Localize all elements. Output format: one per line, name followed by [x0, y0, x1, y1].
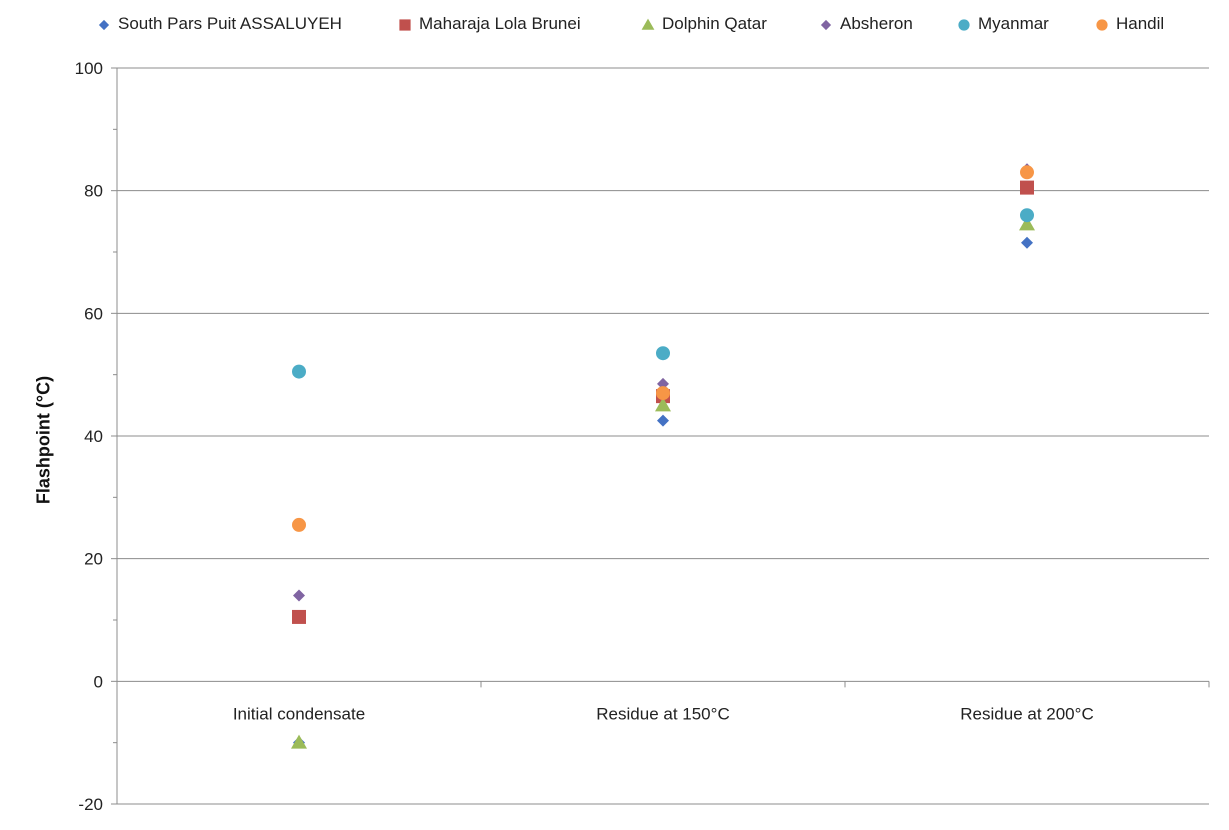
point-handil	[1020, 165, 1034, 180]
y-tick-label: 100	[75, 59, 103, 78]
data-points	[291, 163, 1035, 749]
legend-marker-circle	[958, 19, 970, 31]
legend-item-absheron: Absheron	[818, 14, 913, 34]
y-tick-label: 0	[94, 672, 103, 691]
legend-label: Handil	[1116, 14, 1165, 33]
legend-item-myanmar: Myanmar	[956, 14, 1049, 34]
x-tick-labels: Initial condensate Residue at 150°C Residu…	[233, 704, 1094, 723]
x-tick-label: Residue at 200°C	[960, 704, 1093, 723]
y-tick-label: -20	[78, 795, 103, 814]
point-maharaja-lola-brunei	[1020, 180, 1034, 195]
gridlines	[117, 67, 1209, 805]
point-myanmar	[1020, 208, 1034, 223]
y-tick-label: 80	[84, 182, 103, 201]
legend-swatch	[399, 19, 411, 31]
legend-swatch	[1096, 19, 1108, 31]
legend-marker-circle	[1096, 19, 1108, 31]
point-dolphin-qatar	[655, 397, 671, 412]
legend-swatch	[958, 19, 970, 31]
point-myanmar	[292, 364, 306, 379]
legend-marker-triangle	[641, 18, 655, 30]
point-dolphin-qatar	[1019, 216, 1035, 231]
y-axis-title: Flashpoint (°C)	[33, 375, 54, 505]
point-south-pars-puit-assaluyeh	[1021, 236, 1033, 249]
legend-swatch	[641, 18, 655, 30]
legend-marker-diamond	[820, 19, 832, 31]
legend-item-handil: Handil	[1094, 14, 1164, 34]
legend-label: South Pars Puit ASSALUYEH	[118, 14, 342, 33]
legend-swatch	[820, 19, 832, 31]
y-tick-label: 40	[84, 427, 103, 446]
legend-marker-diamond	[98, 19, 110, 31]
point-absheron	[293, 589, 305, 602]
legend-item-dolphin-qatar: Dolphin Qatar	[640, 14, 767, 34]
y-tick-labels: -20 0 20 40 60 80 100	[75, 59, 103, 814]
legend-item-south-pars-puit-assaluyeh: South Pars Puit ASSALUYEH	[96, 14, 342, 34]
legend: South Pars Puit ASSALUYEH Maharaja Lola B…	[0, 14, 1229, 38]
point-myanmar	[656, 346, 670, 361]
legend-swatch	[98, 19, 110, 31]
legend-label: Maharaja Lola Brunei	[419, 14, 581, 33]
legend-label: Absheron	[840, 14, 913, 33]
y-tick-label: 60	[84, 304, 103, 323]
point-handil	[656, 386, 670, 401]
x-tick-label: Residue at 150°C	[596, 704, 729, 723]
y-tick-label: 20	[84, 550, 103, 569]
legend-label: Dolphin Qatar	[662, 14, 767, 33]
point-maharaja-lola-brunei	[292, 609, 306, 624]
legend-item-maharaja-lola-brunei: Maharaja Lola Brunei	[397, 14, 581, 34]
point-south-pars-puit-assaluyeh	[657, 414, 669, 427]
point-handil	[292, 517, 306, 532]
legend-marker-square	[399, 19, 411, 31]
legend-label: Myanmar	[978, 14, 1049, 33]
x-tick-label: Initial condensate	[233, 704, 365, 723]
axes	[111, 67, 1210, 805]
point-dolphin-qatar	[291, 734, 307, 749]
